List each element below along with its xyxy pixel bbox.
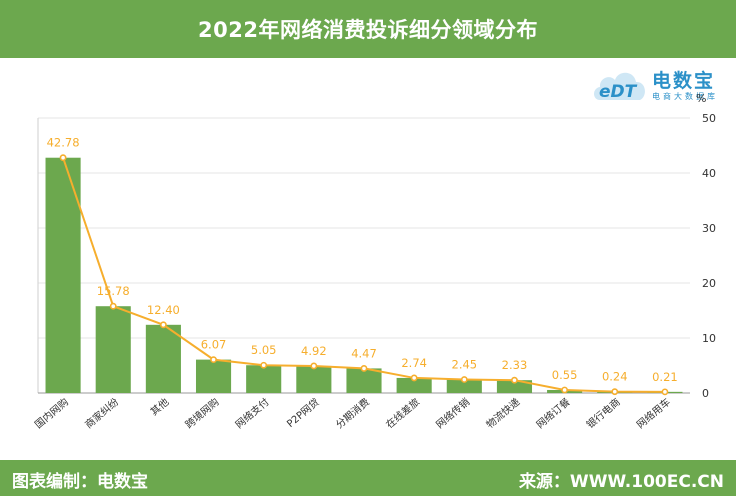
line-point bbox=[59, 154, 67, 162]
y-tick-label: 10 bbox=[702, 332, 716, 345]
data-label: 42.78 bbox=[47, 136, 80, 150]
line-point bbox=[410, 374, 418, 382]
x-tick-label: 网络支付 bbox=[233, 395, 272, 431]
x-tick-label: 银行电商 bbox=[584, 395, 623, 431]
x-tick-label: 商家纠纷 bbox=[82, 395, 121, 431]
x-tick-label: 国内网购 bbox=[32, 395, 71, 431]
x-tick-label: P2P网贷 bbox=[284, 395, 322, 430]
x-tick-label: 其他 bbox=[148, 395, 172, 418]
line-point bbox=[561, 386, 569, 394]
data-label: 0.21 bbox=[652, 370, 678, 384]
bar bbox=[95, 306, 131, 393]
data-label: 4.47 bbox=[351, 346, 377, 360]
bar bbox=[195, 359, 232, 393]
y-tick-label: 40 bbox=[702, 167, 716, 180]
line-point bbox=[310, 362, 318, 370]
line-point bbox=[260, 361, 268, 369]
line-point bbox=[611, 388, 619, 396]
line-point bbox=[460, 376, 468, 383]
x-tick-label: 网络传销 bbox=[433, 395, 472, 431]
x-tick-label: 跨境网购 bbox=[182, 395, 221, 431]
line-point bbox=[109, 302, 117, 310]
y-tick-label: 0 bbox=[702, 387, 709, 400]
data-label: 4.92 bbox=[301, 344, 327, 358]
footer-credit: 图表编制：电数宝 bbox=[12, 472, 148, 492]
data-label: 2.74 bbox=[401, 356, 427, 370]
x-tick-label: 网络订餐 bbox=[534, 395, 573, 431]
footer-source: 来源：WWW.100EC.CN bbox=[518, 472, 724, 492]
chart-title-bar: 2022年网络消费投诉细分领域分布 bbox=[0, 0, 736, 58]
logo-mark: eDT bbox=[599, 82, 638, 102]
data-label: 2.45 bbox=[452, 358, 478, 372]
y-tick-label: 30 bbox=[702, 222, 716, 235]
bar bbox=[145, 324, 181, 393]
y-tick-label: 50 bbox=[702, 112, 716, 125]
logo-brand: 电数宝 bbox=[652, 70, 716, 92]
x-tick-label: 分期消费 bbox=[333, 395, 372, 431]
bar bbox=[396, 377, 432, 393]
bar bbox=[246, 365, 282, 393]
bar bbox=[496, 380, 533, 393]
data-label: 12.40 bbox=[147, 303, 180, 317]
data-label: 6.07 bbox=[201, 338, 227, 352]
bar bbox=[446, 379, 482, 393]
line-point bbox=[511, 376, 518, 384]
cloud-logo-icon: eDT bbox=[594, 72, 645, 102]
footer-bar: 图表编制：电数宝 来源：WWW.100EC.CN bbox=[0, 460, 736, 496]
chart-area: 0 10 20 30 40 50% 42.78 15.78 12.40 6.07 5.05 4.92 4… bbox=[0, 58, 736, 458]
brand-logo: eDT 电数宝 电商大数据库 bbox=[590, 62, 730, 106]
data-label: 0.24 bbox=[602, 370, 628, 384]
line-point bbox=[661, 388, 669, 396]
x-tick-label: 物流快递 bbox=[483, 395, 522, 431]
bar bbox=[296, 365, 332, 393]
x-tick-label: 网络用车 bbox=[634, 395, 673, 431]
bar-line-chart: 0 10 20 30 40 50% 42.78 15.78 12.40 6.07 5.05 4.92 4… bbox=[32, 92, 716, 431]
line-point bbox=[159, 321, 167, 329]
chart-title: 2022年网络消费投诉细分领域分布 bbox=[198, 18, 538, 42]
data-label: 0.55 bbox=[552, 368, 578, 382]
bar bbox=[45, 157, 81, 393]
y-axis-label: % bbox=[696, 92, 706, 105]
bar bbox=[346, 368, 382, 393]
data-label: 2.33 bbox=[502, 358, 528, 372]
x-tick-label: 在线差旅 bbox=[383, 395, 422, 431]
line-point bbox=[360, 365, 368, 372]
data-label: 15.78 bbox=[97, 284, 130, 298]
line-point bbox=[210, 356, 217, 364]
data-label: 5.05 bbox=[251, 343, 277, 357]
logo-subtitle: 电商大数据库 bbox=[652, 92, 718, 101]
y-tick-label: 20 bbox=[702, 277, 716, 290]
